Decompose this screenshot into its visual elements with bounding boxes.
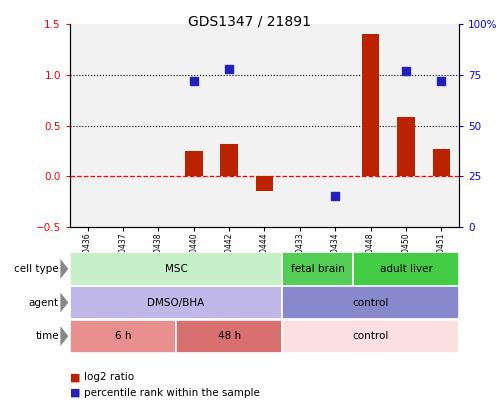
Text: cell type: cell type	[14, 264, 59, 274]
Text: ■: ■	[70, 388, 80, 398]
Text: time: time	[35, 331, 59, 341]
Point	[438, 78, 446, 84]
Point	[331, 193, 339, 200]
Bar	[220, 144, 238, 176]
Bar	[433, 149, 450, 176]
Text: control: control	[352, 298, 389, 307]
Text: fetal brain: fetal brain	[290, 264, 344, 274]
Bar	[185, 151, 203, 176]
Point	[402, 68, 410, 74]
Bar	[353, 252, 459, 286]
Text: MSC: MSC	[165, 264, 188, 274]
Text: DMSO/BHA: DMSO/BHA	[147, 298, 205, 307]
Text: log2 ratio: log2 ratio	[84, 373, 134, 382]
Bar	[282, 286, 459, 319]
Point	[225, 66, 233, 72]
Polygon shape	[60, 326, 68, 346]
Bar	[70, 286, 282, 319]
Bar	[70, 252, 282, 286]
Bar	[362, 34, 379, 176]
Text: 6 h: 6 h	[115, 331, 131, 341]
Point	[190, 78, 198, 84]
Bar	[70, 320, 176, 353]
Bar	[282, 320, 459, 353]
Bar	[282, 252, 353, 286]
Text: ■: ■	[70, 373, 80, 382]
Text: GDS1347 / 21891: GDS1347 / 21891	[188, 14, 311, 28]
Polygon shape	[60, 292, 68, 313]
Text: 48 h: 48 h	[218, 331, 241, 341]
Bar	[255, 176, 273, 192]
Bar	[397, 117, 415, 176]
Bar	[176, 320, 282, 353]
Text: control: control	[352, 331, 389, 341]
Text: agent: agent	[29, 298, 59, 307]
Polygon shape	[60, 259, 68, 279]
Text: percentile rank within the sample: percentile rank within the sample	[84, 388, 259, 398]
Text: adult liver: adult liver	[380, 264, 433, 274]
